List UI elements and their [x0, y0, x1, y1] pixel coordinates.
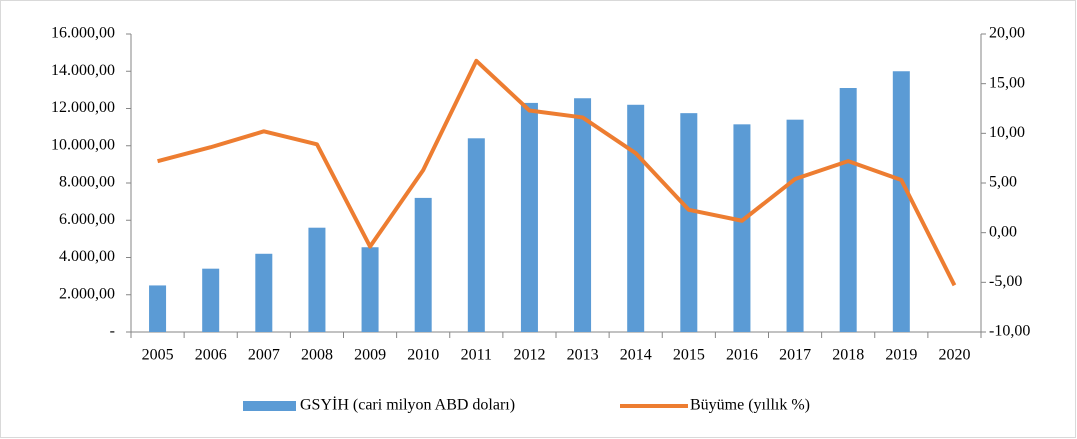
y2-tick-label: 20,00 — [989, 25, 1025, 42]
x-tick-label: 2015 — [673, 347, 705, 364]
y2-tick-label: 10,00 — [989, 124, 1025, 141]
y-tick-label: - — [110, 323, 115, 340]
bar — [680, 113, 698, 332]
legend-swatch — [243, 401, 296, 411]
bar — [839, 88, 857, 332]
x-tick-label: 2008 — [301, 347, 333, 364]
x-tick-label: 2006 — [195, 347, 227, 364]
y-tick-label: 16.000,00 — [51, 25, 115, 42]
bar — [627, 104, 645, 333]
y2-tick-label: 15,00 — [989, 74, 1025, 91]
x-tick-label: 2020 — [938, 347, 970, 364]
x-tick-label: 2012 — [513, 347, 545, 364]
bar — [786, 119, 804, 332]
y-tick-label: 8.000,00 — [59, 174, 115, 191]
x-tick-label: 2018 — [832, 347, 864, 364]
x-tick-label: 2013 — [567, 347, 599, 364]
bar — [202, 268, 220, 332]
y-tick-label: 14.000,00 — [51, 62, 115, 79]
bar — [520, 102, 538, 332]
bar — [467, 138, 485, 332]
y-tick-label: 6.000,00 — [59, 211, 115, 228]
y-tick-label: 12.000,00 — [51, 99, 115, 116]
y-tick-label: 10.000,00 — [51, 136, 115, 153]
y-tick-label: 2.000,00 — [59, 285, 115, 302]
y2-tick-label: 5,00 — [989, 174, 1017, 191]
legend-label: Büyüme (yıllık %) — [690, 397, 810, 414]
bar — [361, 247, 379, 332]
y2-tick-label: -5,00 — [989, 273, 1022, 290]
x-tick-label: 2017 — [779, 347, 811, 364]
bar — [733, 124, 751, 332]
y2-tick-label: -10,00 — [989, 323, 1030, 340]
bar — [149, 285, 167, 332]
x-tick-label: 2009 — [354, 347, 386, 364]
bar — [255, 253, 273, 332]
y2-tick-label: 0,00 — [989, 223, 1017, 240]
x-tick-label: 2016 — [726, 347, 758, 364]
x-tick-label: 2014 — [620, 347, 652, 364]
y-tick-label: 4.000,00 — [59, 248, 115, 265]
bar — [892, 71, 910, 332]
x-tick-label: 2007 — [248, 347, 280, 364]
bar — [414, 197, 432, 332]
x-tick-label: 2019 — [885, 347, 917, 364]
legend-label: GSYİH (cari milyon ABD doları) — [300, 396, 515, 414]
x-tick-label: 2010 — [407, 347, 439, 364]
x-tick-label: 2005 — [142, 347, 174, 364]
line — [157, 58, 957, 287]
bar — [574, 98, 592, 332]
x-tick-label: 2011 — [461, 347, 492, 364]
bar — [308, 227, 326, 332]
